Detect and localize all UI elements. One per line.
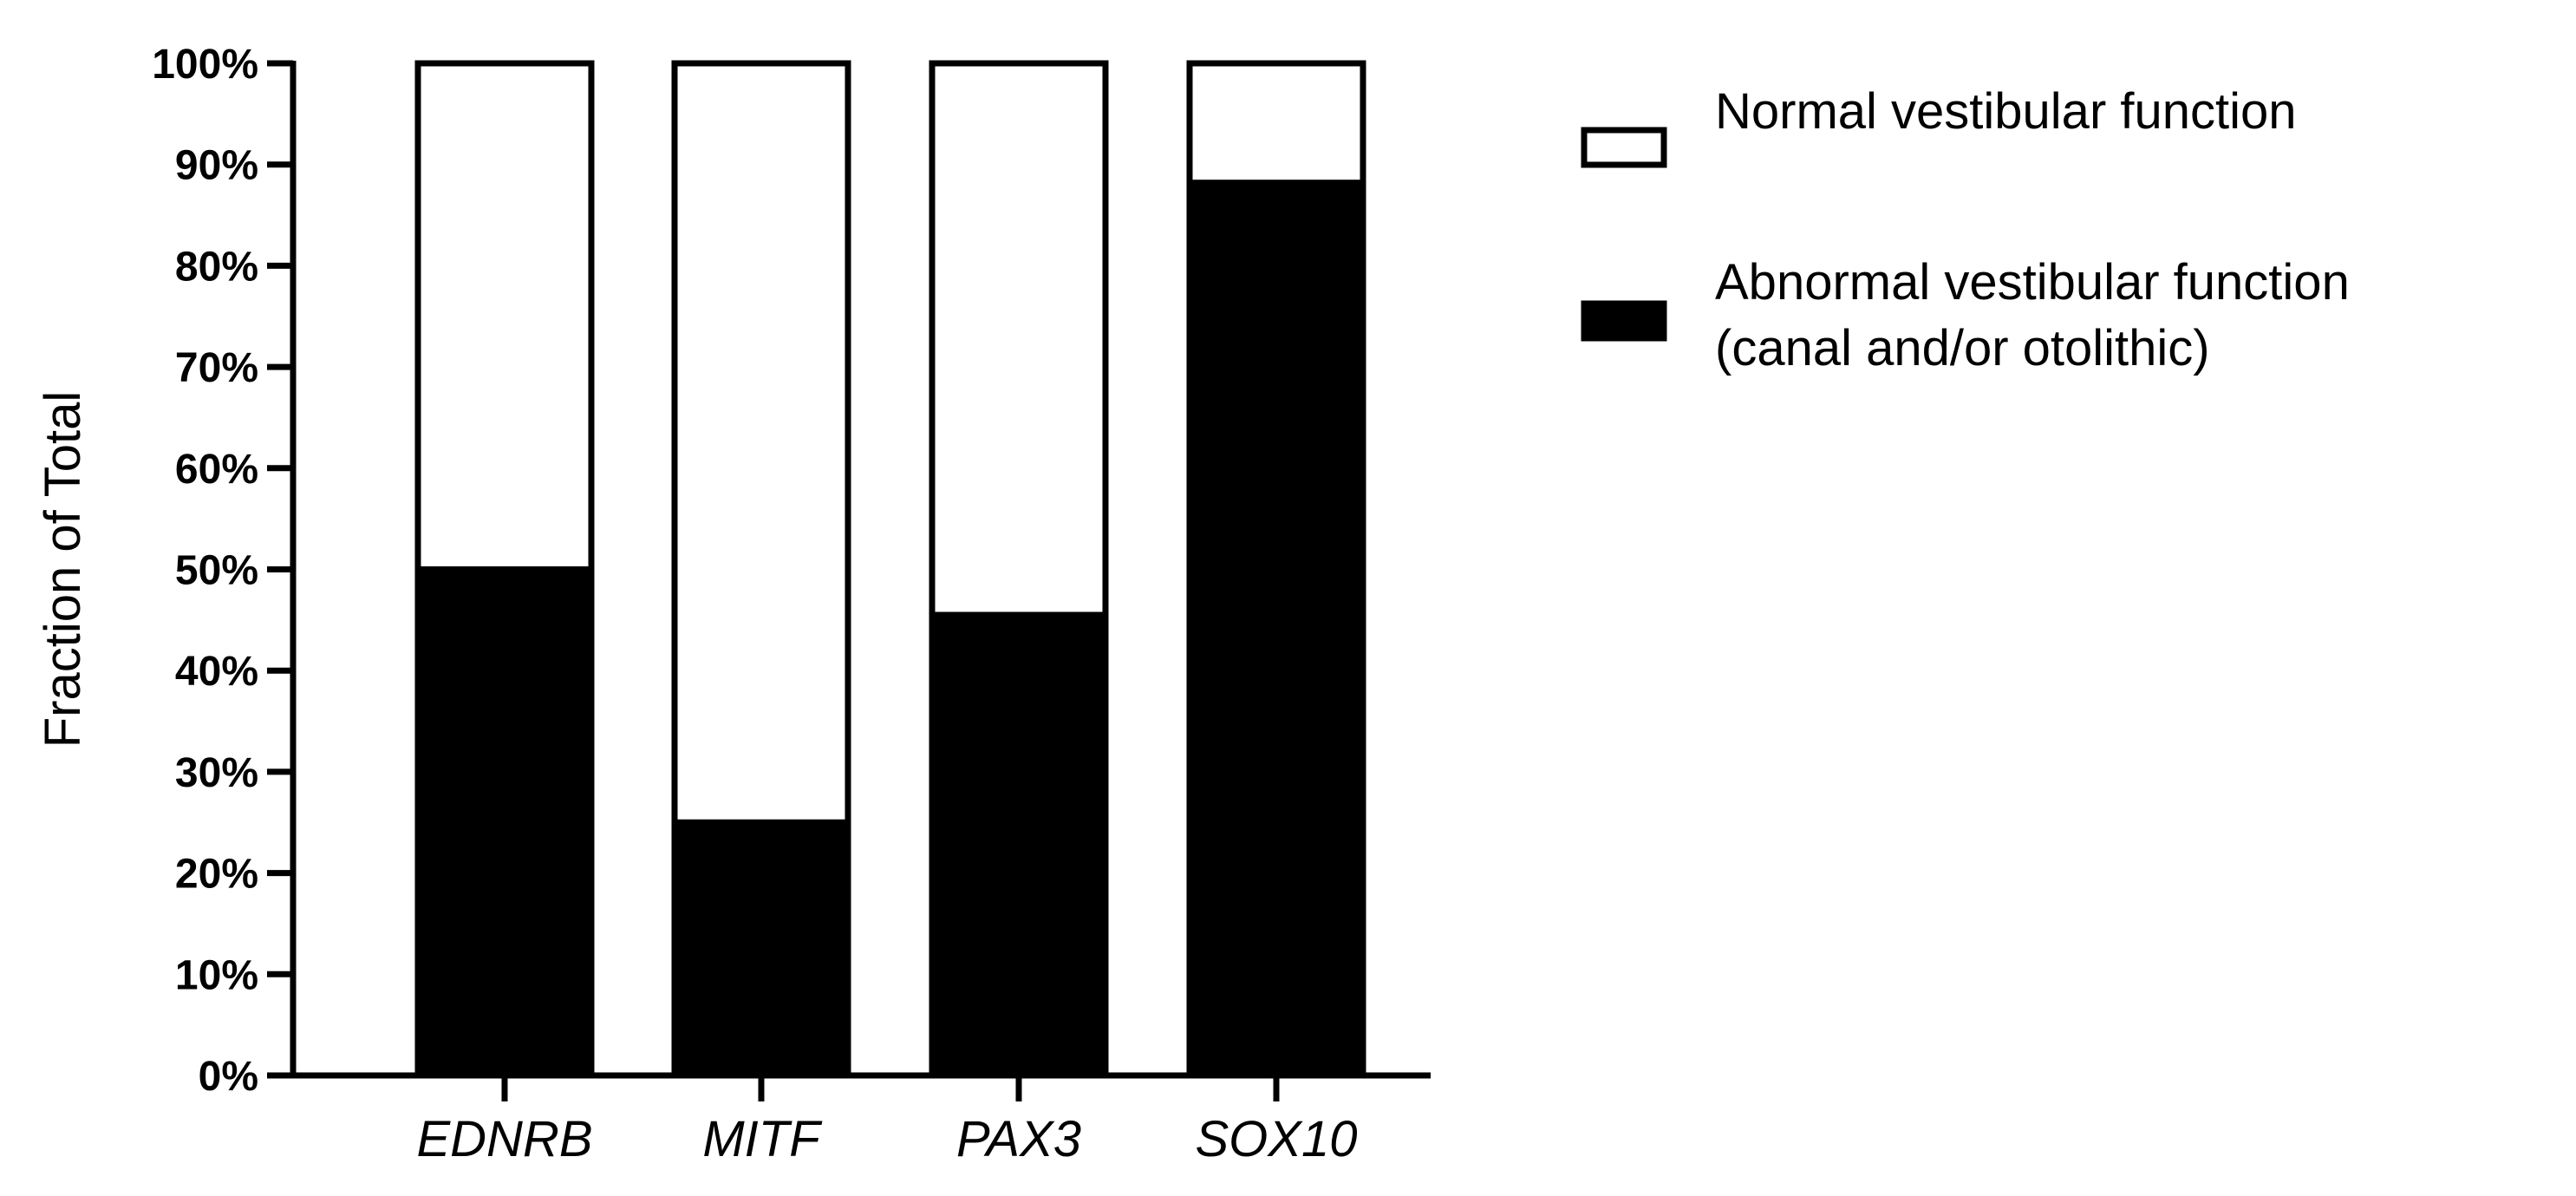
y-tick-label: 70%: [175, 345, 258, 391]
bar-sox10-series-1: [1186, 60, 1366, 186]
legend: Normal vestibular function Abnormal vesti…: [1581, 83, 2350, 376]
y-tick-label: 40%: [175, 649, 258, 695]
y-tick-label: 20%: [175, 852, 258, 898]
y-tick-label: 50%: [175, 548, 258, 594]
y-tick-label: 100%: [152, 42, 258, 88]
y-axis-title: Fraction of Total: [35, 391, 91, 748]
legend-swatch-normal: [1581, 127, 1667, 168]
legend-swatch-abnormal: [1581, 300, 1667, 342]
bars-layer: [414, 60, 1366, 1079]
bar-ednrb-series-0: [414, 566, 595, 1079]
y-tick-label: 0%: [199, 1054, 258, 1100]
x-tick-label-sox10: SOX10: [1196, 1111, 1358, 1167]
y-tick-label: 10%: [175, 952, 258, 998]
bar-ednrb-series-1: [414, 60, 595, 572]
bar-mitf-series-1: [671, 60, 851, 826]
bar-pax3-series-0: [929, 611, 1109, 1079]
bar-sox10-series-0: [1186, 180, 1366, 1079]
x-tick-label-pax3: PAX3: [956, 1111, 1081, 1167]
x-tick-label-ednrb: EDNRB: [416, 1111, 592, 1167]
bar-mitf-series-0: [671, 819, 851, 1079]
legend-label-abnormal: Abnormal vestibular function: [1715, 254, 2350, 310]
x-ticks: EDNRB MITF PAX3 SOX10: [416, 1075, 1358, 1167]
y-tick-label: 90%: [175, 143, 258, 189]
y-ticks: 0% 10% 20% 30% 40% 50% 60% 70% 80% 90% 100%: [152, 42, 293, 1100]
legend-label-abnormal-line2: (canal and/or otolithic): [1715, 320, 2210, 376]
y-tick-label: 80%: [175, 244, 258, 290]
y-tick-label: 30%: [175, 750, 258, 796]
legend-label-normal: Normal vestibular function: [1715, 83, 2297, 140]
y-tick-label: 60%: [175, 447, 258, 493]
x-tick-label-mitf: MITF: [702, 1111, 823, 1167]
bar-pax3-series-1: [929, 60, 1109, 618]
